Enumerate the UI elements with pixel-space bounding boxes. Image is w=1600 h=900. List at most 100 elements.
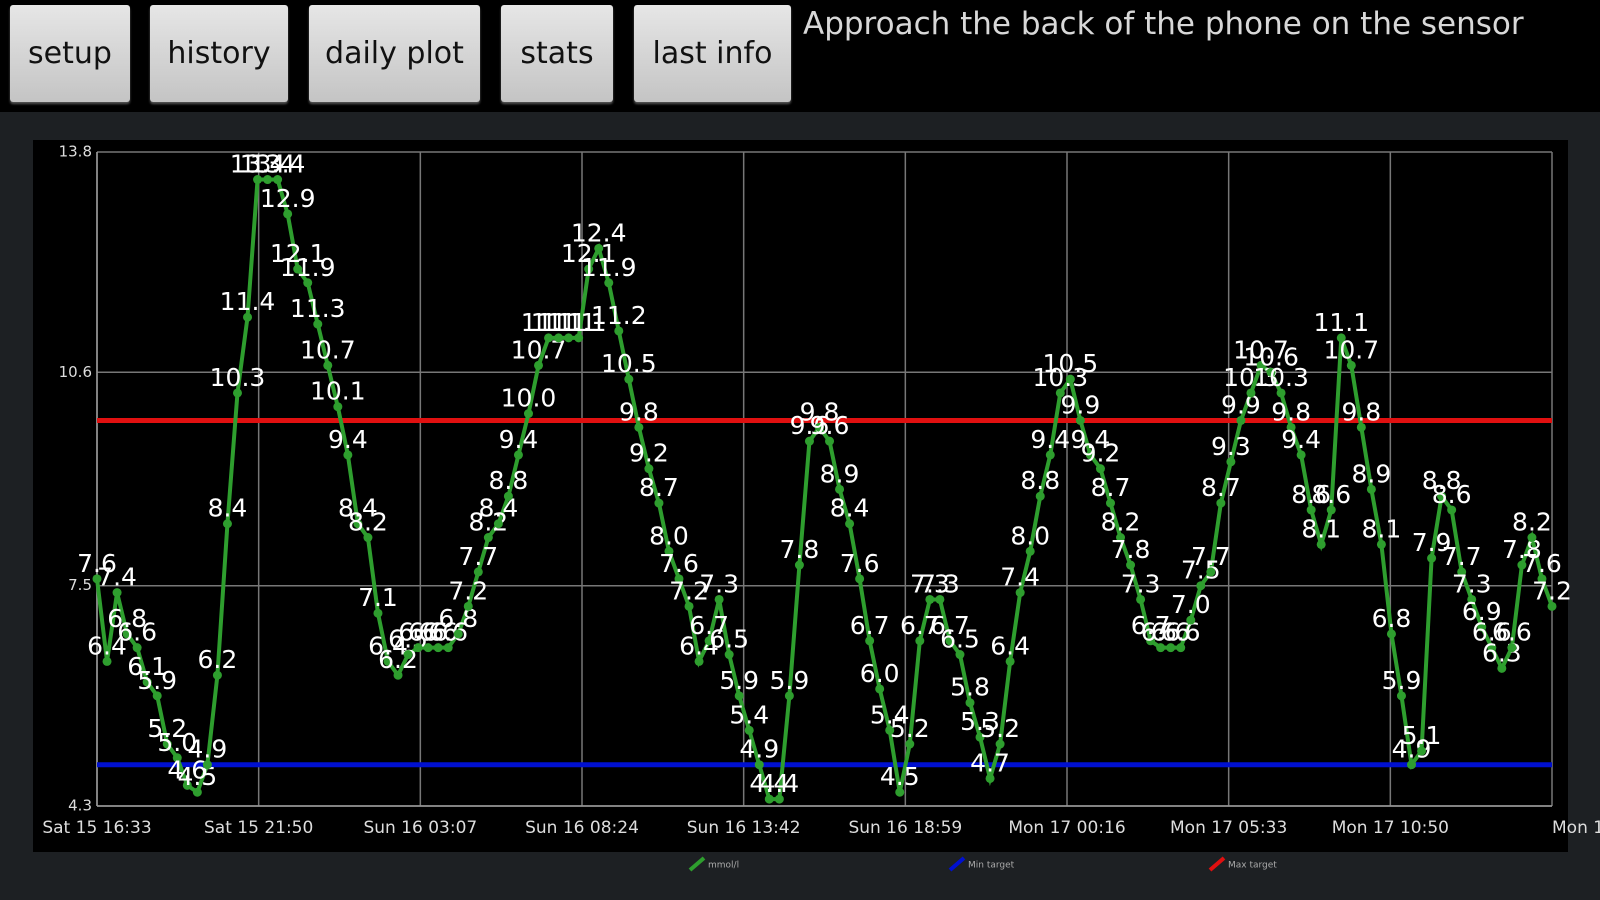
data-point	[945, 636, 955, 646]
x-tick-label: Sat 15 16:33	[42, 818, 151, 838]
data-label: 6.4	[679, 631, 719, 660]
data-label: 7.8	[780, 535, 820, 564]
data-label: 6.2	[378, 645, 418, 674]
data-label: 7.6	[659, 549, 699, 578]
data-point	[704, 636, 714, 646]
data-label: 6.7	[900, 611, 940, 640]
data-point	[92, 574, 102, 584]
setup-button[interactable]: setup	[10, 5, 130, 102]
data-label: 7.7	[1191, 542, 1231, 571]
daily-plot-button[interactable]: daily plot	[309, 5, 480, 102]
data-point	[654, 498, 664, 508]
data-point	[1045, 450, 1055, 460]
data-label: 12.4	[571, 218, 627, 247]
data-point	[293, 264, 303, 274]
data-point	[323, 360, 333, 370]
data-point	[1136, 594, 1146, 604]
data-point	[1477, 622, 1487, 632]
data-label: 6.9	[1462, 597, 1502, 626]
data-label: 6.7	[689, 611, 729, 640]
data-point	[1166, 643, 1176, 653]
data-label: 8.6	[1432, 480, 1472, 509]
data-label: 10.5	[1043, 349, 1099, 378]
data-label: 4.7	[970, 748, 1010, 777]
data-point	[112, 588, 122, 598]
data-point	[273, 175, 283, 185]
data-label: 6.6	[1492, 618, 1532, 647]
data-label: 7.2	[669, 576, 709, 605]
data-point	[1396, 691, 1406, 701]
data-point	[1176, 643, 1186, 653]
data-point	[1356, 422, 1366, 432]
data-label: 7.9	[1412, 528, 1452, 557]
data-label: 8.8	[489, 466, 529, 495]
y-tick-label: 10.6	[59, 363, 92, 381]
data-point	[624, 374, 634, 384]
data-point	[202, 760, 212, 770]
data-point	[1236, 415, 1246, 425]
data-point	[1346, 360, 1356, 370]
data-point	[784, 691, 794, 701]
data-point	[1186, 615, 1196, 625]
data-label: 12.1	[270, 239, 326, 268]
data-label: 5.9	[769, 666, 809, 695]
data-label: 8.1	[1301, 514, 1341, 543]
data-point	[915, 636, 925, 646]
data-point	[1266, 367, 1276, 377]
data-label: 6.5	[709, 625, 749, 654]
data-label: 6.4	[87, 631, 127, 660]
data-label: 6.6	[398, 618, 438, 647]
data-label: 9.8	[1341, 397, 1381, 426]
data-point	[1015, 588, 1025, 598]
data-point	[523, 409, 533, 419]
y-tick-label: 7.5	[68, 576, 92, 594]
data-point	[1065, 374, 1075, 384]
data-label: 12.1	[561, 239, 617, 268]
data-label: 6.7	[850, 611, 890, 640]
data-label: 7.6	[1522, 549, 1562, 578]
last-info-button[interactable]: last info	[634, 5, 791, 102]
data-label: 8.2	[1512, 508, 1552, 537]
data-point	[463, 601, 473, 611]
data-point	[1116, 533, 1126, 543]
data-point	[1035, 491, 1045, 501]
data-label: 8.0	[649, 521, 689, 550]
data-point	[192, 787, 202, 797]
legend-label: Min target	[968, 861, 1015, 871]
chart-panel	[33, 140, 1568, 852]
data-label: 11.9	[280, 253, 336, 282]
data-point	[423, 643, 433, 653]
data-label: 4.4	[759, 769, 799, 798]
data-point	[875, 684, 885, 694]
data-point	[865, 636, 875, 646]
data-point	[1085, 450, 1095, 460]
data-point	[403, 650, 413, 660]
data-point	[122, 629, 132, 639]
data-label: 7.4	[1000, 563, 1040, 592]
data-label: 4.6	[167, 755, 207, 784]
data-point	[1296, 450, 1306, 460]
data-point	[1005, 656, 1015, 666]
data-point	[182, 780, 192, 790]
data-label: 10.3	[210, 363, 266, 392]
data-point	[925, 594, 935, 604]
data-label: 6.7	[930, 611, 970, 640]
data-label: 8.2	[1101, 508, 1141, 537]
data-label: 6.6	[1141, 618, 1181, 647]
data-point	[1527, 533, 1537, 543]
data-point	[1427, 553, 1437, 563]
stats-button[interactable]: stats	[501, 5, 613, 102]
data-label: 13.4	[250, 150, 306, 179]
data-point	[313, 319, 323, 329]
data-label: 7.7	[458, 542, 498, 571]
data-label: 10.6	[1243, 342, 1299, 371]
data-label: 7.3	[920, 569, 960, 598]
x-tick-label: Sat 15 21:50	[204, 818, 313, 838]
data-point	[744, 725, 754, 735]
data-point	[1246, 388, 1256, 398]
data-point	[1156, 643, 1166, 653]
data-label: 9.8	[619, 397, 659, 426]
data-label: 7.2	[1532, 576, 1572, 605]
history-button[interactable]: history	[150, 5, 288, 102]
data-label: 5.2	[980, 714, 1020, 743]
